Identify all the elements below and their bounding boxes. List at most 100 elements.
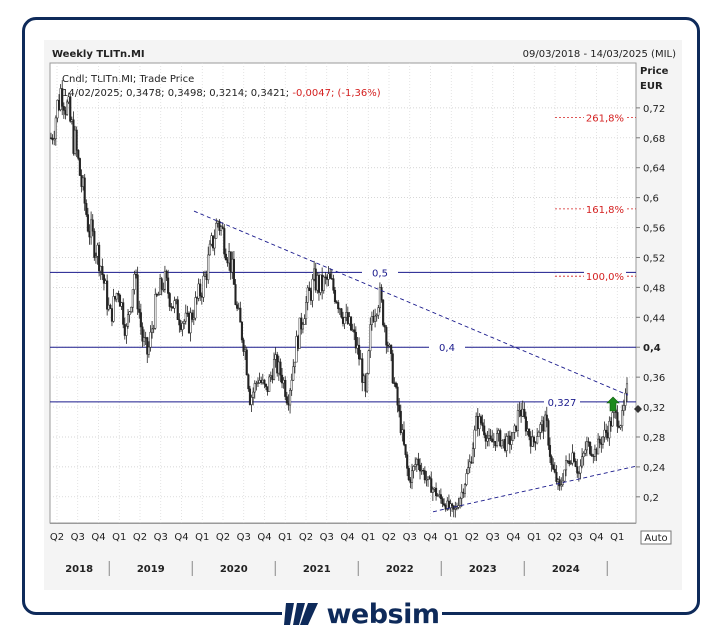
candle <box>183 319 186 329</box>
info-line-2: 14/02/2025; 0,3478; 0,3498; 0,3214; 0,34… <box>62 88 381 99</box>
auto-scale-button[interactable] <box>640 530 672 545</box>
y-tick-label: 0,64 <box>643 164 665 175</box>
currency-label: EUR <box>640 81 663 92</box>
candle <box>523 402 526 419</box>
candle <box>256 377 260 387</box>
candle <box>597 433 600 455</box>
candle <box>162 282 165 293</box>
candle <box>619 424 622 430</box>
y-tick-label: 0,6 <box>643 194 659 205</box>
candle <box>479 414 483 425</box>
candle <box>547 418 550 450</box>
candle <box>441 496 444 508</box>
quarter-label: Q2 <box>548 532 562 543</box>
candle <box>539 422 542 440</box>
quarter-label: Q1 <box>444 532 458 543</box>
candle <box>414 457 417 471</box>
candle <box>573 451 576 463</box>
candle <box>582 451 585 466</box>
candle <box>53 130 56 146</box>
candle <box>280 367 284 389</box>
candle <box>94 252 97 264</box>
y-tick-label: 0,68 <box>643 134 665 145</box>
fibo-label: 161,8% <box>586 205 624 216</box>
candle <box>85 199 88 217</box>
last-value-marker-icon <box>634 405 642 413</box>
candle <box>545 406 548 428</box>
y-tick-label: 0,32 <box>643 403 665 414</box>
candle <box>264 383 268 391</box>
year-label: 2020 <box>220 564 248 575</box>
up-arrow-icon <box>606 396 620 412</box>
candle <box>272 352 276 381</box>
quarter-label: Q1 <box>527 532 541 543</box>
candle <box>61 80 64 116</box>
level-label: 0,5 <box>372 268 388 279</box>
candle <box>300 312 303 335</box>
candle <box>598 435 601 449</box>
candle <box>471 442 475 464</box>
candle <box>308 281 311 291</box>
candle <box>250 394 253 412</box>
fibo-label: 261,8% <box>586 114 624 125</box>
candle <box>412 465 415 479</box>
candle <box>213 229 216 256</box>
candle <box>407 465 410 482</box>
candle <box>292 359 295 382</box>
candle <box>486 431 489 447</box>
quarter-label: Q3 <box>320 532 334 543</box>
candle <box>101 258 104 281</box>
candle <box>332 274 335 294</box>
candle <box>532 435 535 448</box>
candle <box>581 448 584 469</box>
auto-scale-label: Auto <box>644 533 667 544</box>
candle <box>335 300 338 304</box>
candle <box>500 440 503 449</box>
candle <box>168 291 171 311</box>
candle <box>467 459 470 475</box>
level-label-bg <box>544 394 580 408</box>
candle <box>439 488 442 504</box>
level-label: 0,327 <box>548 398 577 409</box>
candle <box>154 288 157 330</box>
level-label: 0,4 <box>439 343 455 354</box>
candle <box>537 430 540 437</box>
candle <box>163 265 166 293</box>
candle <box>404 444 407 458</box>
candle <box>563 469 566 483</box>
candle <box>279 358 282 383</box>
candle <box>298 317 301 349</box>
candle <box>75 126 78 158</box>
candle <box>178 313 181 333</box>
candle <box>436 493 439 497</box>
candle <box>443 498 446 507</box>
candle <box>126 308 130 329</box>
candle <box>131 289 134 313</box>
candle <box>184 304 187 325</box>
candle <box>167 269 170 299</box>
candle <box>418 458 422 480</box>
candle <box>483 419 486 439</box>
candle <box>516 403 519 437</box>
candle <box>165 269 168 281</box>
candle <box>463 483 466 498</box>
candle <box>290 373 293 396</box>
y-tick-label: 0,44 <box>643 313 665 324</box>
candle <box>207 246 210 284</box>
candle <box>510 431 513 450</box>
candle <box>146 336 149 364</box>
candle <box>579 459 582 480</box>
candle <box>194 291 197 321</box>
quarter-label: Q2 <box>299 532 313 543</box>
quarter-label: Q4 <box>506 532 520 543</box>
candle <box>293 361 296 374</box>
candle <box>550 454 553 472</box>
quarter-label: Q4 <box>257 532 271 543</box>
candle <box>141 322 144 348</box>
quarter-label: Q4 <box>589 532 603 543</box>
candle <box>499 428 502 448</box>
year-label: 2019 <box>137 564 165 575</box>
candle <box>390 344 393 362</box>
x-axis-area <box>50 524 636 578</box>
candle <box>601 436 604 449</box>
